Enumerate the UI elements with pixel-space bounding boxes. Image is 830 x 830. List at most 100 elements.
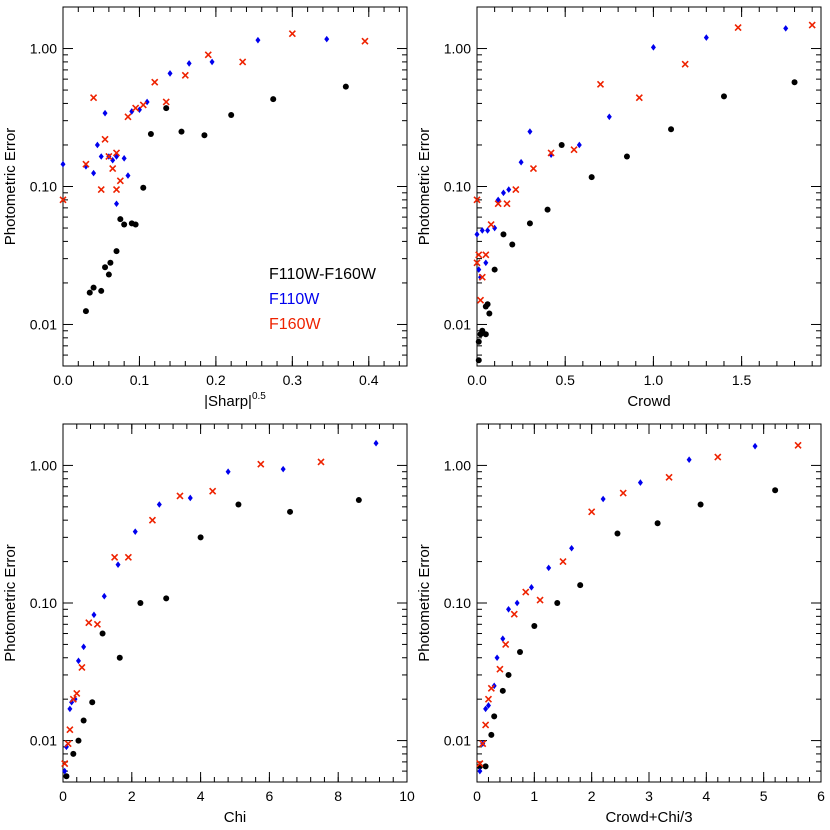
x-tick-label: 0.4 bbox=[359, 372, 379, 388]
data-point-diamond bbox=[167, 70, 173, 77]
data-point-cross bbox=[473, 259, 481, 267]
data-point-diamond bbox=[500, 635, 506, 643]
data-point-dot bbox=[201, 132, 208, 139]
data-point-dot bbox=[526, 220, 533, 227]
data-point-cross bbox=[522, 588, 530, 596]
x-axis-label: Crowd bbox=[627, 393, 670, 410]
data-point-cross bbox=[82, 160, 90, 168]
data-point-dot bbox=[99, 630, 106, 637]
x-tick-label: 0.0 bbox=[53, 372, 73, 388]
data-point-cross bbox=[536, 596, 544, 604]
data-point-cross bbox=[116, 177, 124, 185]
data-point-diamond bbox=[255, 36, 261, 44]
data-point-cross bbox=[109, 164, 117, 173]
data-point-diamond bbox=[478, 273, 484, 281]
data-point-diamond bbox=[485, 227, 491, 234]
x-tick-label: 1 bbox=[530, 788, 538, 804]
data-point-dot bbox=[116, 654, 123, 661]
data-point-cross bbox=[588, 508, 596, 516]
panel-3: 0.01 0.10 1.00 0 2 4 6 8 10 Chi Photometric Error bbox=[2, 423, 415, 826]
data-point-cross bbox=[619, 489, 627, 497]
data-point-dot bbox=[137, 600, 144, 606]
data-point-diamond bbox=[485, 702, 491, 709]
data-point-dot bbox=[82, 308, 89, 315]
data-point-cross bbox=[487, 684, 495, 692]
panel-2: 0.01 0.10 1.00 0.0 0.5 1.0 1.5 Crowd Photometric… bbox=[416, 6, 822, 410]
data-point-cross bbox=[478, 273, 486, 281]
data-point-diamond bbox=[506, 186, 512, 193]
x-tick-label: 4 bbox=[197, 788, 205, 804]
data-point-diamond bbox=[115, 561, 121, 568]
legend-entry: F110W bbox=[269, 291, 320, 308]
data-point-dot bbox=[140, 184, 147, 191]
data-point-cross bbox=[204, 51, 212, 59]
data-point-diamond bbox=[548, 151, 554, 159]
x-tick-label: 8 bbox=[334, 788, 342, 804]
x-tick-label: 0 bbox=[473, 788, 481, 804]
data-point-diamond bbox=[514, 599, 520, 607]
x-axis-label: Chi bbox=[224, 809, 247, 826]
data-point-cross bbox=[151, 78, 159, 86]
x-tick-label: 6 bbox=[817, 788, 825, 804]
data-point-cross bbox=[681, 60, 689, 68]
x-tick-label: 2 bbox=[588, 788, 596, 804]
data-point-dot bbox=[720, 93, 727, 100]
data-point-diamond bbox=[94, 141, 100, 149]
data-point-dot bbox=[791, 79, 798, 86]
data-point-cross bbox=[288, 30, 296, 38]
x-tick-label: 1.0 bbox=[644, 372, 664, 388]
data-point-dot bbox=[90, 284, 97, 291]
data-point-cross bbox=[132, 104, 140, 112]
data-point-diamond bbox=[686, 456, 692, 464]
y-axis-label: Photometric Error bbox=[2, 128, 19, 246]
data-point-dot bbox=[488, 731, 495, 738]
data-point-dot bbox=[623, 153, 630, 160]
data-point-dot bbox=[147, 131, 154, 138]
data-point-cross bbox=[66, 726, 74, 734]
y-tick-label: 1.00 bbox=[30, 41, 57, 57]
data-point-cross bbox=[559, 558, 567, 566]
data-point-diamond bbox=[637, 479, 643, 486]
data-point-dot bbox=[558, 141, 565, 148]
data-point-diamond bbox=[121, 155, 127, 162]
data-point-cross bbox=[97, 186, 105, 194]
data-point-diamond bbox=[477, 767, 483, 775]
data-point-dot bbox=[491, 266, 498, 273]
data-point-cross bbox=[85, 619, 93, 627]
data-point-cross bbox=[90, 94, 98, 102]
data-point-diamond bbox=[98, 153, 104, 160]
panel-4: 0.01 0.10 1.00 0 1 2 3 4 5 6 Crowd+Chi/3 Photometri… bbox=[416, 423, 825, 826]
data-point-cross bbox=[148, 516, 157, 524]
data-point-diamond bbox=[492, 224, 498, 232]
y-tick-label: 0.01 bbox=[444, 316, 471, 332]
y-axis-label: Photometric Error bbox=[416, 128, 433, 246]
data-point-diamond bbox=[569, 544, 575, 552]
data-point-cross bbox=[482, 251, 490, 259]
data-point-dot bbox=[105, 271, 112, 278]
data-point-dot bbox=[89, 699, 96, 706]
y-tick-label: 0.01 bbox=[30, 316, 57, 332]
data-point-dot bbox=[228, 111, 235, 118]
data-point-dot bbox=[475, 338, 482, 345]
data-point-cross bbox=[494, 200, 502, 208]
data-point-dot bbox=[772, 487, 779, 494]
data-point-cross bbox=[139, 101, 147, 109]
data-point-cross bbox=[73, 689, 81, 698]
data-point-diamond bbox=[506, 605, 512, 613]
data-point-diamond bbox=[69, 698, 75, 706]
data-point-diamond bbox=[114, 200, 120, 208]
data-point-diamond bbox=[102, 109, 108, 117]
x-tick-label: 2 bbox=[128, 788, 136, 804]
x-tick-label: 0.0 bbox=[467, 372, 487, 388]
data-point-dot bbox=[197, 534, 204, 541]
data-point-cross bbox=[64, 740, 72, 748]
x-tick-label: 5 bbox=[760, 788, 768, 804]
data-point-cross bbox=[61, 760, 69, 768]
data-point-dot bbox=[577, 582, 584, 589]
plot-frame bbox=[62, 6, 408, 367]
data-point-diamond bbox=[528, 584, 534, 591]
data-point-diamond bbox=[576, 141, 582, 149]
x-tick-label: 1.5 bbox=[732, 372, 752, 388]
data-point-cross bbox=[476, 760, 484, 768]
x-axis-label-exponent: 0.5 bbox=[252, 391, 266, 402]
